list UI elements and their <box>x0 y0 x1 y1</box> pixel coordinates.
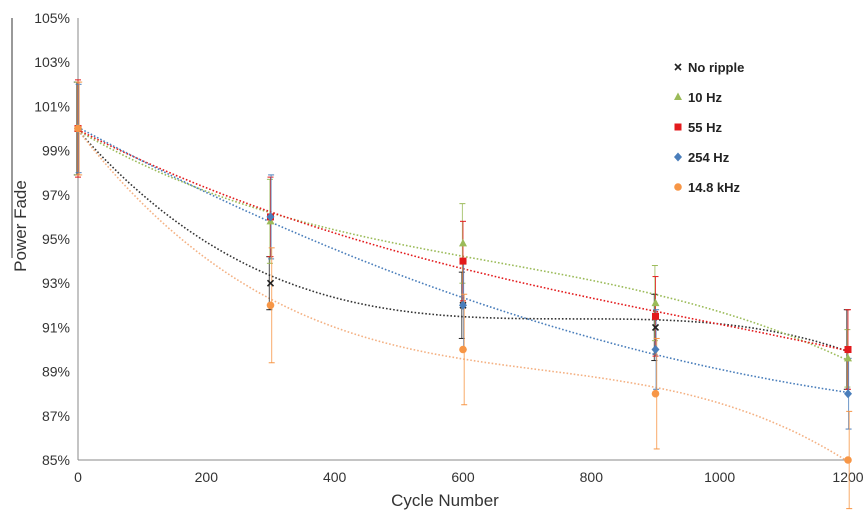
data-point <box>844 389 852 399</box>
trendline-4 <box>77 129 849 463</box>
y-tick-label: 105% <box>34 10 70 26</box>
y-tick-label: 99% <box>42 143 70 159</box>
error-bars <box>73 79 853 510</box>
data-point <box>651 389 660 398</box>
y-tick-label: 93% <box>42 275 70 291</box>
data-point <box>844 346 852 353</box>
data-point <box>651 298 660 307</box>
trendline-0 <box>77 129 849 353</box>
x-tick-label: 0 <box>74 469 82 485</box>
data-point <box>459 300 467 310</box>
legend-marker <box>674 63 682 71</box>
data-point <box>266 212 275 222</box>
y-tick-label: 89% <box>42 364 70 380</box>
y-axis-ticks: 85% 87% 89% 91% 93% 95% 97% 99% 101% 103% 105% <box>34 10 70 468</box>
legend-marker <box>674 123 682 131</box>
x-axis-ticks: 0 200 400 600 800 1000 1200 <box>74 469 864 485</box>
data-point <box>651 345 660 354</box>
y-tick-label: 103% <box>34 54 70 70</box>
x-tick-label: 1000 <box>704 469 735 485</box>
legend-label: 14.8 kHz <box>688 180 741 195</box>
y-tick-label: 97% <box>42 187 70 203</box>
y-tick-label: 95% <box>42 231 70 247</box>
y-axis-title: Power Fade <box>11 180 30 272</box>
data-point <box>459 345 467 354</box>
y-tick-label: 87% <box>42 408 70 424</box>
data-point <box>74 124 82 133</box>
legend-marker <box>674 152 682 162</box>
legend-label: No ripple <box>688 60 744 75</box>
trendline-2 <box>77 129 849 352</box>
data-point <box>652 312 659 320</box>
data-points <box>74 124 852 464</box>
y-tick-label: 101% <box>34 98 70 114</box>
x-axis-title: Cycle Number <box>391 491 499 510</box>
x-tick-label: 600 <box>451 469 475 485</box>
y-tick-label: 91% <box>42 319 70 335</box>
x-tick-label: 1200 <box>832 469 863 485</box>
x-tick-label: 400 <box>323 469 347 485</box>
data-point <box>459 238 467 247</box>
data-point <box>651 323 660 331</box>
y-tick-label: 85% <box>42 452 70 468</box>
legend-marker <box>674 92 682 100</box>
legend-label: 254 Hz <box>688 150 730 165</box>
data-point <box>266 279 275 287</box>
x-tick-label: 800 <box>580 469 604 485</box>
data-point <box>844 353 852 362</box>
legend: No ripple 10 Hz 55 Hz 254 Hz 14.8 kHz <box>674 60 744 195</box>
data-point <box>266 301 275 310</box>
x-tick-label: 200 <box>195 469 219 485</box>
data-point <box>844 456 852 464</box>
data-point <box>459 257 467 265</box>
legend-label: 55 Hz <box>688 120 722 135</box>
legend-marker <box>674 183 682 191</box>
legend-label: 10 Hz <box>688 90 722 105</box>
